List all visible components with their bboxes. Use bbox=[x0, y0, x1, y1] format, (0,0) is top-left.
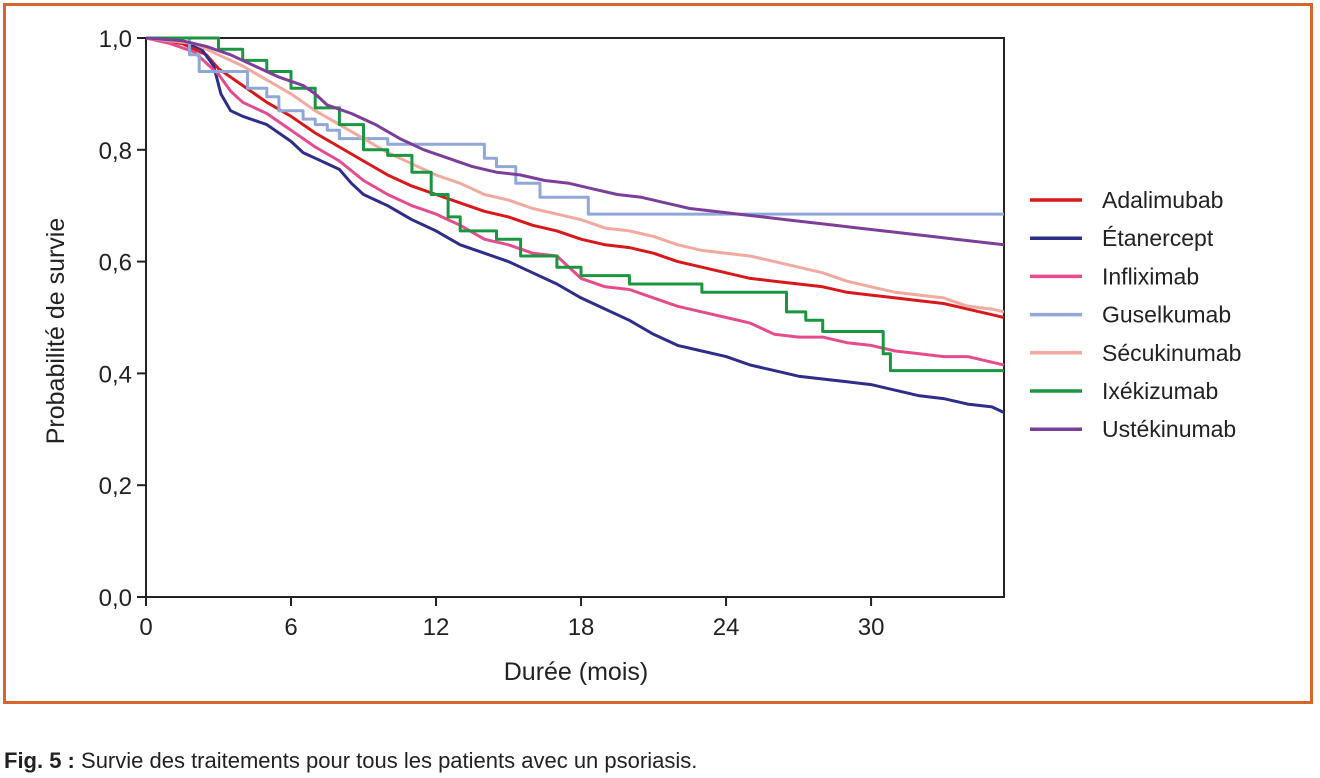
series-line bbox=[146, 36, 1004, 373]
series-line bbox=[145, 36, 1005, 247]
x-tick-label: 18 bbox=[568, 614, 595, 641]
legend-label: Adalimubab bbox=[1102, 187, 1223, 213]
plot-area bbox=[145, 36, 1005, 598]
legend-label: Ixékizumab bbox=[1102, 378, 1218, 404]
legend-label: Ustékinumab bbox=[1102, 416, 1236, 442]
series-line bbox=[145, 36, 1005, 314]
x-tick-label: 30 bbox=[858, 614, 885, 641]
y-tick-label: 0,0 bbox=[99, 585, 132, 612]
figure-caption: Fig. 5 : Survie des traitements pour tou… bbox=[4, 748, 697, 774]
y-tick-label: 0,2 bbox=[99, 473, 132, 500]
legend-label: Guselkumab bbox=[1102, 302, 1231, 328]
legend-label: Étanercept bbox=[1102, 225, 1214, 251]
legend-label: Infliximab bbox=[1102, 263, 1199, 289]
y-tick-label: 1,0 bbox=[99, 26, 132, 53]
series-line bbox=[146, 36, 1004, 216]
figure-frame bbox=[3, 3, 1313, 704]
caption-label: Fig. 5 : bbox=[4, 748, 75, 773]
x-tick-label: 6 bbox=[284, 614, 297, 641]
plot-border bbox=[145, 37, 1005, 598]
x-tick-label: 24 bbox=[713, 614, 740, 641]
y-axis-title: Probabilité de survie bbox=[42, 218, 70, 445]
y-tick-label: 0,6 bbox=[99, 250, 132, 277]
survival-chart: 0,0 0,2 0,4 0,6 0,8 1,0 0 6 12 18 24 30 Durée (moi… bbox=[42, 26, 1241, 686]
x-tick-label: 12 bbox=[423, 614, 450, 641]
x-axis-title: Durée (mois) bbox=[504, 658, 648, 686]
series-line bbox=[145, 36, 1005, 414]
legend-label: Sécukinumab bbox=[1102, 340, 1241, 366]
series-line bbox=[145, 36, 1005, 367]
x-axis: 0 6 12 18 24 30 bbox=[139, 597, 884, 641]
caption-text: Survie des traitements pour tous les pat… bbox=[81, 748, 698, 773]
legend: Adalimubab Étanercept Infliximab Guselkumab… bbox=[1030, 187, 1241, 442]
y-axis: 0,0 0,2 0,4 0,6 0,8 1,0 bbox=[99, 26, 146, 612]
y-tick-label: 0,4 bbox=[99, 361, 132, 388]
y-tick-label: 0,8 bbox=[99, 138, 132, 165]
x-tick-label: 0 bbox=[139, 614, 152, 641]
series-line bbox=[145, 36, 1005, 319]
